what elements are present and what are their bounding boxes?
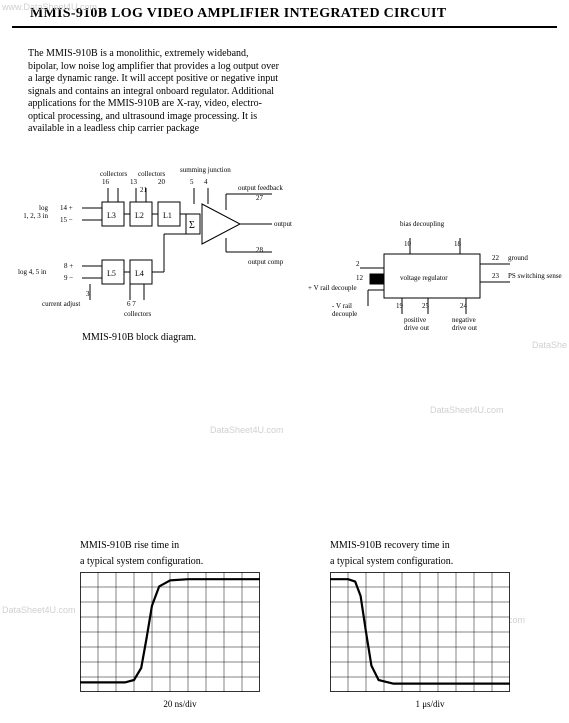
block-diagram-caption: MMIS-910B block diagram. (82, 332, 196, 343)
pin-8: 8 + (64, 262, 73, 270)
pin-21: 21 (140, 186, 147, 194)
pin-28: 28 (256, 246, 263, 254)
chart2-xlabel: 1 μs/div (330, 699, 530, 709)
pin-25: 25 (422, 302, 429, 310)
pins-6-7: 6 7 (127, 300, 136, 308)
pin-15: 15 − (60, 216, 73, 224)
collectors-label-2: collectors (138, 170, 165, 178)
pin-19: 19 (396, 302, 403, 310)
log-in-label: log 1, 2, 3 in (14, 204, 48, 220)
sigma-label: Σ (189, 220, 195, 231)
stage-l4: L4 (135, 269, 144, 278)
pin-14: 14 + (60, 204, 73, 212)
stage-l2: L2 (135, 211, 144, 220)
chart1-xlabel: 20 ns/div (80, 699, 280, 709)
pin-20: 20 (158, 178, 165, 186)
pos-drive-label: positive drive out (404, 316, 429, 332)
block-diagram: L3 L2 L1 L5 L4 Σ collectors collectors s… (52, 164, 312, 359)
pin-22: 22 (492, 254, 499, 262)
pin-24: 24 (460, 302, 467, 310)
chart1-caption-l1: MMIS-910B rise time in (80, 540, 280, 552)
chart2-caption-l1: MMIS-910B recovery time in (330, 540, 530, 552)
neg-drive-label: negative drive out (452, 316, 477, 332)
ps-label: PS switching sense (508, 272, 562, 280)
pin-2: 2 (356, 260, 360, 268)
pin-23: 23 (492, 272, 499, 280)
pin-10: 10 (404, 240, 411, 248)
log45-label: log 4, 5 in (18, 268, 46, 276)
chart2-caption-l2: a typical system configuration. (330, 556, 530, 568)
collectors-label-1: collectors (100, 170, 127, 178)
collectors-bot-label: collectors (124, 310, 151, 318)
watermark-tl: www.DataSheet4U.com (2, 2, 97, 12)
chart2-svg (330, 572, 510, 692)
watermark-mc: DataSheet4U.com (210, 425, 284, 435)
recovery-time-chart-block: MMIS-910B recovery time in a typical sys… (330, 540, 530, 709)
stage-l3: L3 (107, 211, 116, 220)
pin-3: 3 (86, 290, 90, 298)
regulator-diagram: voltage regulator bias decoupling 10 18 … (340, 224, 540, 359)
chart1-caption-l2: a typical system configuration. (80, 556, 280, 568)
output-comp-label: output comp (248, 258, 283, 266)
regulator-svg: voltage regulator (340, 224, 540, 354)
description-paragraph: The MMIS-910B is a monolithic, extremely… (0, 28, 280, 136)
stage-l1: L1 (163, 211, 172, 220)
pin-12: 12 (356, 274, 363, 282)
regulator-title: voltage regulator (400, 274, 448, 282)
pin-13: 13 (130, 178, 137, 186)
rise-time-chart-block: MMIS-910B rise time in a typical system … (80, 540, 280, 709)
watermark-ml: DataSheet4U.com (2, 605, 76, 615)
pin-4: 4 (204, 178, 208, 186)
stage-l5: L5 (107, 269, 116, 278)
nrail-label: - V rail decouple (332, 302, 357, 318)
pin-18: 18 (454, 240, 461, 248)
pin-9: 9 − (64, 274, 73, 282)
output-label: output (274, 220, 292, 228)
out-feedback-label: output feedback (238, 184, 283, 192)
pin-5: 5 (190, 178, 194, 186)
current-adjust-label: current adjust (42, 300, 80, 308)
pin-27: 27 (256, 194, 263, 202)
watermark-mc2: DataSheet4U.com (430, 405, 504, 415)
summing-label: summing junction (180, 166, 231, 174)
pin-16: 16 (102, 178, 109, 186)
bias-label: bias decoupling (400, 220, 444, 228)
ground-label: ground (508, 254, 528, 262)
prail-label: + V rail decouple (308, 284, 357, 292)
chart1-svg (80, 572, 260, 692)
